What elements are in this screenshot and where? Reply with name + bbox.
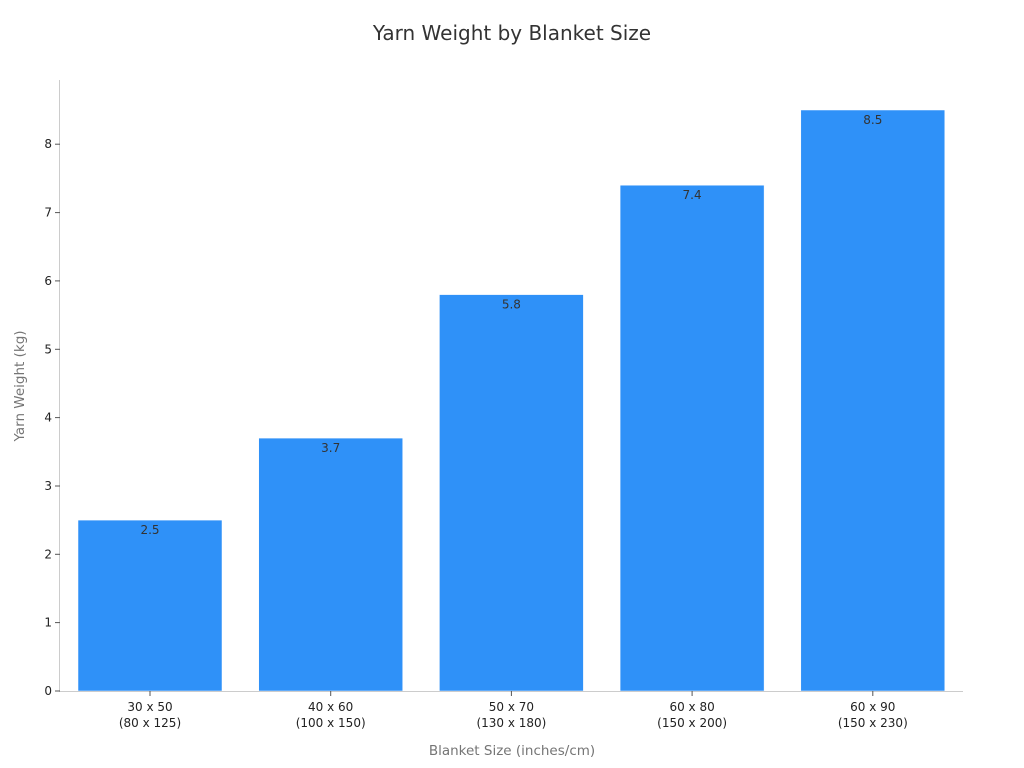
y-tick-label: 3 (44, 479, 52, 493)
x-tick-label: (80 x 125) (119, 716, 181, 730)
x-tick-label: 60 x 90 (850, 700, 895, 714)
bar (439, 294, 584, 692)
y-axis-ticks: 0 1 2 3 4 5 6 7 8 (44, 137, 60, 698)
data-label: 3.7 (321, 441, 340, 455)
y-tick-label: 0 (44, 684, 52, 698)
x-tick-label: 50 x 70 (489, 700, 534, 714)
bars-group (77, 109, 946, 692)
x-tick-label: (150 x 200) (657, 716, 727, 730)
bar (77, 519, 223, 692)
y-tick-label: 8 (44, 137, 52, 151)
x-axis-label: Blanket Size (inches/cm) (429, 743, 595, 759)
bar (800, 109, 946, 692)
x-tick-label: 30 x 50 (127, 700, 172, 714)
x-tick-label: (130 x 180) (476, 716, 546, 730)
bar (619, 184, 765, 692)
x-tick-label: 40 x 60 (308, 700, 353, 714)
bar (258, 437, 403, 692)
chart-title: Yarn Weight by Blanket Size (372, 21, 651, 45)
y-tick-label: 1 (44, 616, 52, 630)
data-label: 2.5 (140, 523, 159, 537)
x-tick-label: (100 x 150) (296, 716, 366, 730)
data-label: 8.5 (863, 113, 882, 127)
y-tick-label: 6 (44, 274, 52, 288)
x-axis-ticks: 30 x 50 (80 x 125) 40 x 60 (100 x 150) 50 x … (119, 691, 908, 730)
y-axis-label: Yarn Weight (kg) (12, 330, 28, 442)
y-tick-label: 4 (44, 411, 52, 425)
data-label: 7.4 (683, 188, 702, 202)
x-tick-label: 60 x 80 (669, 700, 714, 714)
data-label: 5.8 (502, 298, 521, 312)
y-tick-label: 5 (44, 342, 52, 356)
x-tick-label: (150 x 230) (838, 716, 908, 730)
y-tick-label: 7 (44, 206, 52, 220)
data-labels-group: 2.5 3.7 5.8 7.4 8.5 (140, 113, 882, 537)
y-tick-label: 2 (44, 547, 52, 561)
